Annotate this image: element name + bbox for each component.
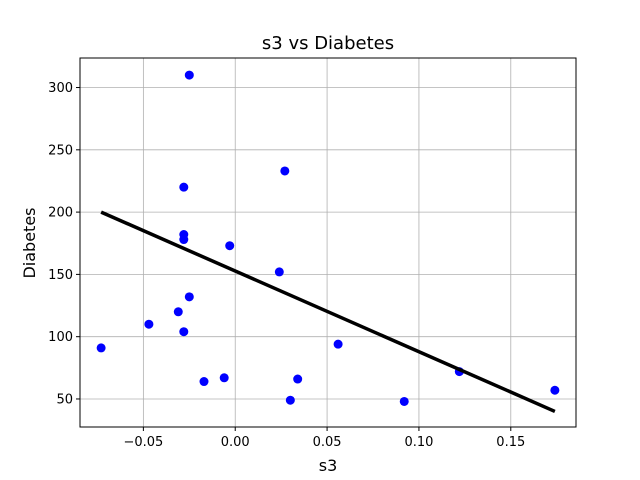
data-point — [550, 385, 560, 395]
data-point — [274, 267, 284, 277]
data-point — [199, 377, 209, 387]
regression-line — [100, 210, 556, 414]
data-point — [184, 292, 194, 302]
data-point — [219, 373, 229, 383]
data-marks — [96, 70, 560, 414]
data-point — [179, 327, 189, 337]
data-point — [280, 166, 290, 176]
x-tick-label: −0.05 — [123, 435, 163, 450]
data-point — [293, 374, 303, 384]
y-tick-label: 250 — [48, 143, 73, 158]
x-axis-label: s3 — [319, 456, 338, 475]
data-point — [179, 182, 189, 192]
y-axis-label: Diabetes — [20, 207, 39, 278]
y-tick-label: 100 — [48, 330, 73, 345]
data-point — [225, 241, 235, 251]
grid — [80, 58, 576, 427]
data-point — [173, 307, 183, 317]
x-axis-ticks: −0.05 0.00 0.05 0.10 0.15 — [123, 427, 525, 450]
data-point — [184, 70, 194, 80]
chart-title: s3 vs Diabetes — [262, 33, 394, 54]
data-point — [333, 339, 343, 349]
plot-frame — [79, 57, 577, 428]
data-point — [96, 343, 106, 353]
x-tick-label: 0.00 — [221, 435, 250, 450]
data-point — [399, 396, 409, 406]
data-point — [285, 395, 295, 405]
x-tick-label: 0.05 — [313, 435, 342, 450]
y-tick-label: 150 — [48, 268, 73, 283]
data-point — [144, 319, 154, 329]
plot-area — [80, 58, 576, 427]
y-tick-label: 200 — [48, 206, 73, 221]
y-tick-label: 50 — [56, 392, 73, 407]
y-tick-label: 300 — [48, 81, 73, 96]
data-point — [179, 235, 189, 245]
x-tick-label: 0.10 — [404, 435, 433, 450]
y-axis-ticks: 50 100 150 200 250 300 — [48, 81, 80, 407]
x-tick-label: 0.15 — [496, 435, 525, 450]
